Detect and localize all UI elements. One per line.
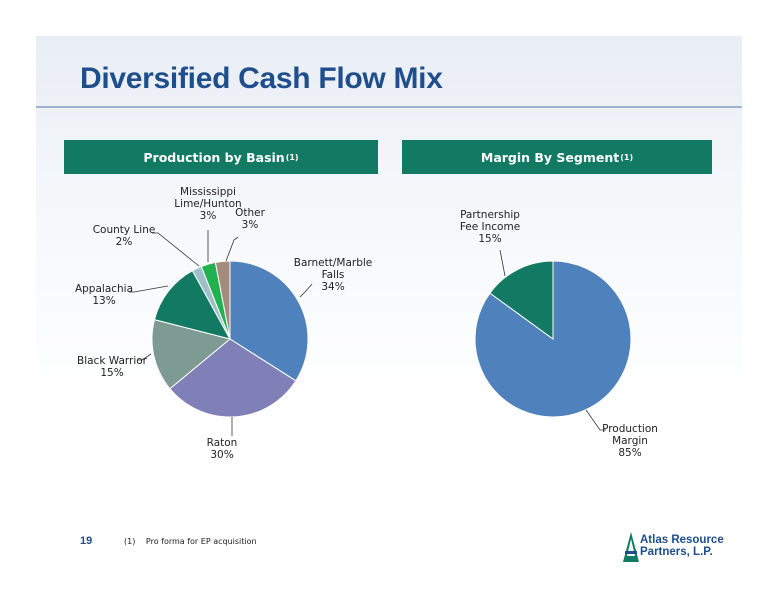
pie-slice-raton <box>169 338 297 418</box>
data-label-raton: Raton 30% <box>207 437 238 461</box>
slide-background <box>36 36 742 566</box>
chart-title-footnote-mark: (1) <box>620 152 634 162</box>
pie-slice-other <box>214 260 231 340</box>
footnote: (1) Pro forma for EP acquisition <box>124 537 257 546</box>
pie-slice-appalachia <box>153 269 231 340</box>
pie-production-by-basin: Barnett/Marble Falls 34% Raton 30% Black Warr… <box>75 186 372 461</box>
company-logo-icon <box>623 532 639 562</box>
page-title: Diversified Cash Flow Mix <box>80 62 443 95</box>
chart-header-margin-by-segment: Margin By Segment (1) <box>402 140 712 174</box>
chart-title: Margin By Segment <box>480 149 620 165</box>
leader-line-other <box>225 236 239 262</box>
pie-margin-by-segment: Production Margin 85% Partnership Fee Income… <box>460 209 658 459</box>
page-number: 19 <box>80 535 93 547</box>
pie-slice-partnership-fee-income <box>489 260 554 340</box>
data-label-mississippi-lime-hunton: Mississippi Lime/Hunton 3% <box>174 186 241 222</box>
data-label-other: Other 3% <box>235 207 265 231</box>
leader-line-production-margin <box>585 409 606 431</box>
data-label-appalachia: Appalachia 13% <box>75 283 133 307</box>
company-logo-text: Atlas Resource Partners, L.P. <box>640 534 724 558</box>
logo-line-2: Partners, L.P. <box>640 546 713 558</box>
chart-title: Production by Basin <box>143 149 285 165</box>
leader-line-appalachia <box>129 285 169 293</box>
chart-header-production-by-basin: Production by Basin (1) <box>64 140 378 174</box>
data-label-barnett-marble-falls: Barnett/Marble Falls 34% <box>294 257 373 293</box>
logo-line-1: Atlas Resource <box>640 534 724 546</box>
leader-line-black-warrior <box>138 353 152 361</box>
leader-line-barnett-marble-falls <box>299 283 313 298</box>
leader-line-partnership-fee-income <box>499 249 506 277</box>
pie-slice-black-warrior <box>151 318 232 390</box>
footnote-mark: (1) <box>124 537 136 546</box>
title-rule <box>36 106 742 108</box>
data-label-black-warrior: Black Warrior 15% <box>77 355 148 379</box>
data-label-county-line: County Line 2% <box>93 224 156 248</box>
footnote-text: Pro forma for EP acquisition <box>145 537 257 546</box>
data-label-production-margin: Production Margin 85% <box>602 423 658 459</box>
data-label-partnership-fee-income: Partnership Fee Income 15% <box>460 209 520 245</box>
leader-line-county-line <box>152 232 200 267</box>
chart-title-footnote-mark: (1) <box>285 152 299 162</box>
